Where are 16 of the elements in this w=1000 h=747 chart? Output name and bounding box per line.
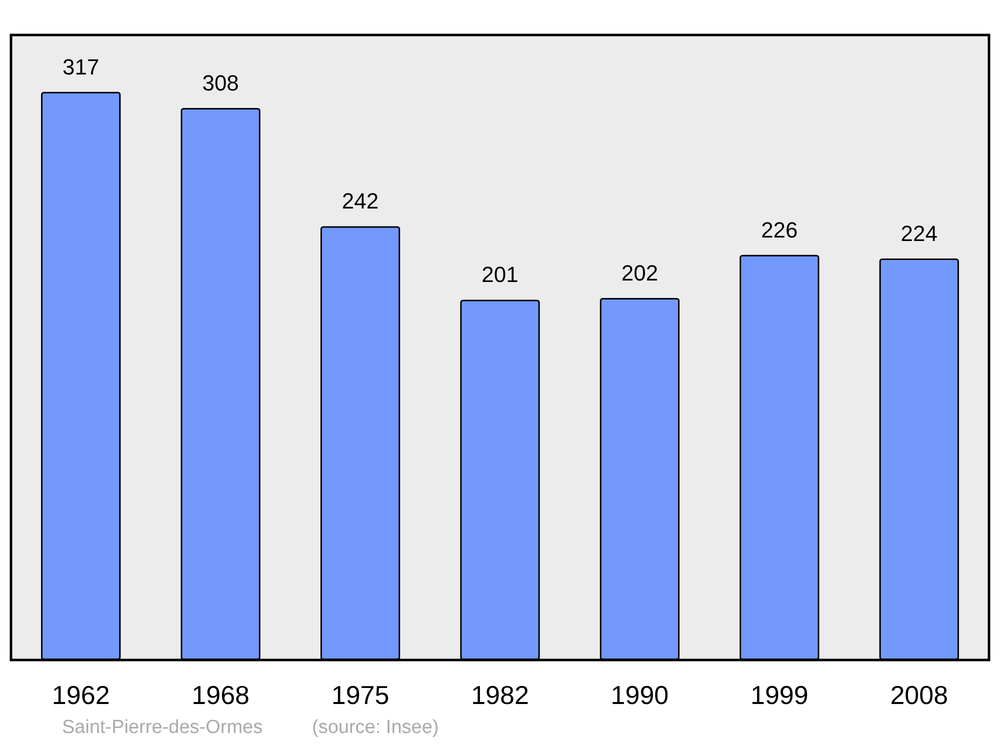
data-label: 224 — [900, 221, 938, 246]
data-label: 201 — [482, 262, 518, 288]
x-tick-label: 1975 — [331, 680, 390, 710]
x-tick-label: 1990 — [610, 680, 669, 710]
data-label: 202 — [621, 260, 658, 286]
x-tick-label: 1962 — [52, 680, 110, 710]
text: (source: Insee) — [312, 717, 439, 738]
x-tick-label: 2008 — [890, 680, 948, 710]
data-label: 242 — [342, 188, 379, 214]
x-tick-label: 1968 — [192, 680, 250, 710]
x-tick-label: 1999 — [750, 680, 808, 710]
text: Saint-Pierre-des-Ormes — [62, 717, 263, 738]
data-label: 308 — [202, 70, 239, 96]
data-label: 317 — [62, 54, 100, 80]
data-label: 226 — [761, 217, 798, 242]
x-tick-label: 1982 — [471, 680, 529, 710]
